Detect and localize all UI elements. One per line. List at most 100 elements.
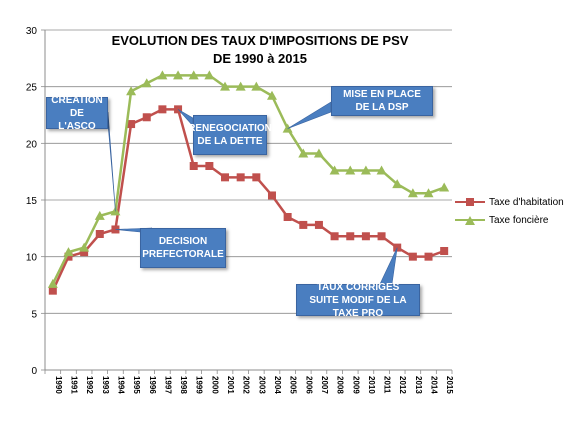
- x-tick-label: 1991: [69, 376, 78, 394]
- x-tick-label: 2003: [257, 376, 266, 394]
- annotation-dsp: MISE EN PLACE DE LA DSP: [331, 86, 433, 116]
- point-fonciere: [220, 81, 231, 91]
- x-tick-label: 2008: [336, 376, 345, 394]
- annotation-renegociation-dette: RENEGOCIATION DE LA DETTE: [188, 115, 272, 155]
- point-habitation: [283, 213, 292, 221]
- point-fonciere: [360, 165, 371, 175]
- pointer-dsp: [287, 101, 332, 129]
- point-habitation: [221, 173, 230, 182]
- point-habitation: [346, 232, 355, 241]
- point-habitation: [314, 220, 323, 229]
- point-fonciere: [392, 179, 403, 189]
- point-fonciere: [173, 70, 184, 80]
- x-tick-label: 1990: [54, 376, 63, 394]
- point-habitation: [267, 191, 276, 200]
- y-tick-label: 10: [26, 253, 38, 264]
- x-tick-label: 1994: [116, 376, 125, 394]
- point-fonciere: [157, 70, 168, 80]
- x-tick-label: 1998: [179, 376, 188, 394]
- point-fonciere: [251, 81, 262, 91]
- point-habitation: [205, 162, 214, 170]
- annotation-taux-corriges: TAUX CORRIGES SUITE MODIF DE LA TAXE PRO: [296, 282, 420, 319]
- point-fonciere: [439, 182, 450, 192]
- x-tick-label: 2002: [242, 376, 251, 394]
- y-tick-label: 5: [31, 309, 37, 320]
- legend: Taxe d'habitation Taxe foncière: [455, 193, 564, 229]
- x-tick-label: 2006: [304, 376, 313, 394]
- legend-item-fonciere: Taxe foncière: [455, 211, 564, 229]
- x-tick-label: 1993: [101, 376, 110, 394]
- legend-swatch-habitation: [455, 197, 485, 207]
- point-fonciere: [282, 123, 293, 133]
- x-tick-label: 2014: [430, 376, 439, 394]
- point-habitation: [330, 232, 339, 241]
- point-fonciere: [188, 70, 199, 80]
- chart-subtitle: DE 1990 à 2015: [213, 51, 307, 66]
- x-tick-label: 2007: [320, 376, 329, 394]
- point-fonciere: [345, 165, 356, 175]
- x-tick-label: 2015: [445, 376, 454, 394]
- point-habitation: [142, 113, 151, 122]
- point-fonciere: [298, 148, 309, 158]
- y-tick-label: 20: [26, 139, 38, 150]
- point-fonciere: [94, 210, 105, 220]
- point-fonciere: [266, 90, 277, 100]
- point-fonciere: [313, 148, 324, 158]
- x-tick-label: 1992: [85, 376, 94, 394]
- point-fonciere: [407, 188, 418, 198]
- point-fonciere: [329, 165, 340, 175]
- point-habitation: [64, 252, 73, 261]
- point-fonciere: [141, 78, 152, 88]
- point-fonciere: [376, 165, 387, 175]
- point-habitation: [299, 220, 308, 229]
- x-tick-label: 2009: [351, 376, 360, 394]
- x-tick-label: 2010: [367, 376, 376, 394]
- annotation-decision-prefectorale: DECISION PREFECTORALE: [140, 228, 226, 268]
- y-tick-label: 25: [26, 83, 38, 94]
- x-tick-label: 1999: [195, 376, 204, 394]
- point-habitation: [408, 252, 417, 261]
- y-tick-label: 30: [26, 26, 38, 37]
- legend-label-fonciere: Taxe foncière: [489, 214, 549, 226]
- x-tick-label: 2011: [383, 376, 392, 394]
- point-habitation: [252, 173, 261, 182]
- point-habitation: [127, 120, 136, 129]
- point-fonciere: [204, 70, 215, 80]
- x-tick-label: 2000: [210, 376, 219, 394]
- point-habitation: [424, 252, 433, 261]
- y-tick-label: 15: [26, 196, 38, 207]
- point-habitation: [95, 230, 104, 238]
- point-fonciere: [235, 81, 246, 91]
- point-habitation: [440, 247, 449, 255]
- point-fonciere: [63, 247, 74, 257]
- point-fonciere: [126, 86, 137, 96]
- chart-title: EVOLUTION DES TAUX D'IMPOSITIONS DE PSV: [111, 33, 409, 48]
- pointer-taux: [379, 247, 398, 285]
- legend-swatch-fonciere: [455, 215, 485, 225]
- x-tick-label: 2005: [289, 376, 298, 394]
- point-habitation: [80, 248, 89, 257]
- x-tick-label: 2004: [273, 376, 282, 394]
- annotation-creation-asco: CREATION DE L'ASCO: [46, 95, 108, 132]
- point-habitation: [158, 105, 167, 114]
- pointer-asco: [107, 111, 116, 212]
- x-tick-label: 1996: [148, 376, 157, 394]
- x-tick-label: 2013: [414, 376, 423, 394]
- legend-item-habitation: Taxe d'habitation: [455, 193, 564, 211]
- legend-label-habitation: Taxe d'habitation: [489, 196, 564, 208]
- point-habitation: [189, 162, 198, 170]
- x-tick-label: 1995: [132, 376, 141, 394]
- point-habitation: [361, 232, 370, 241]
- x-tick-label: 2012: [398, 376, 407, 394]
- chart-title-block: EVOLUTION DES TAUX D'IMPOSITIONS DE PSV …: [60, 32, 460, 68]
- point-fonciere: [47, 278, 58, 288]
- point-fonciere: [423, 188, 434, 198]
- point-habitation: [377, 232, 386, 241]
- point-habitation: [236, 173, 245, 182]
- x-tick-label: 2001: [226, 376, 235, 394]
- point-habitation: [48, 286, 57, 295]
- y-tick-label: 0: [31, 366, 37, 377]
- point-fonciere: [79, 242, 90, 252]
- x-tick-label: 1997: [163, 376, 172, 394]
